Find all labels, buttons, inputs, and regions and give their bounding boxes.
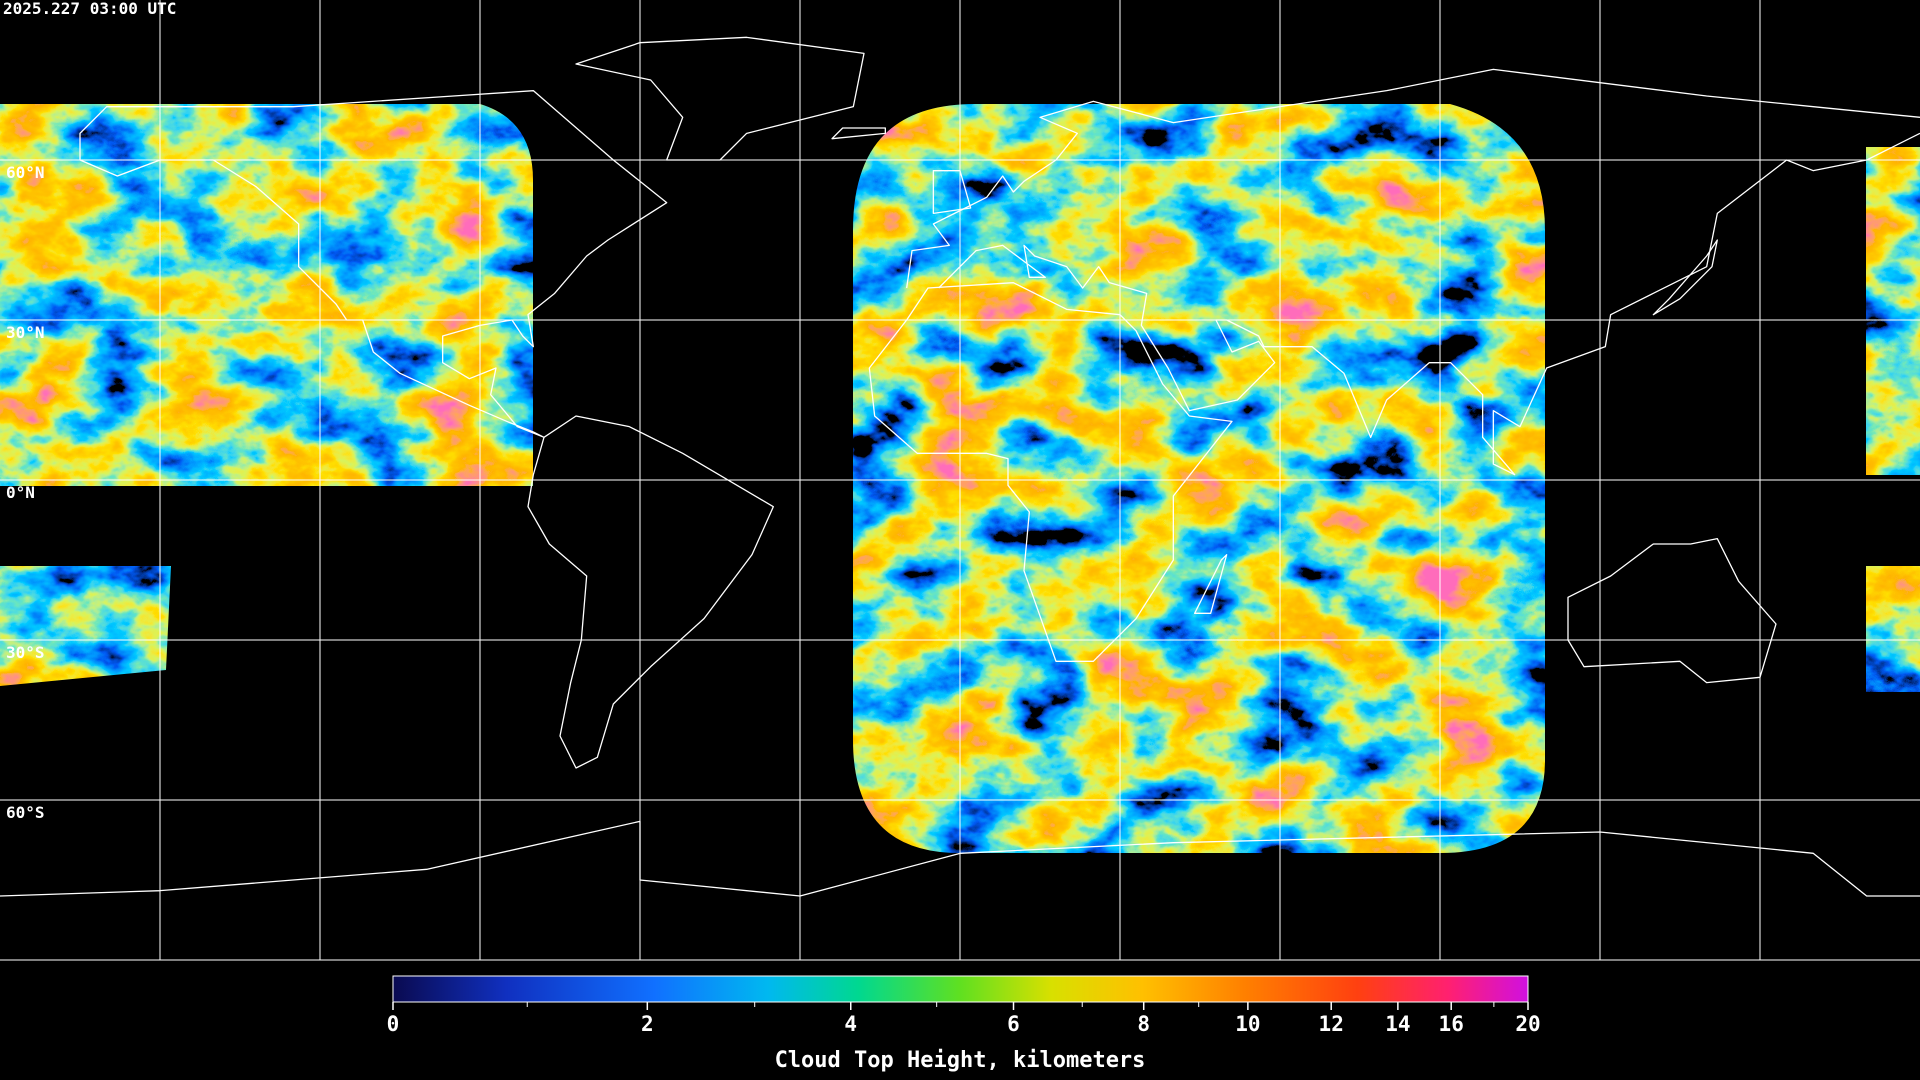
colorbar-tick-label: 0 [387, 1012, 400, 1036]
colorbar-tick-label: 20 [1515, 1012, 1540, 1036]
latitude-label: 0°N [6, 483, 35, 502]
graticule [0, 0, 1920, 961]
colorbar-tick-label: 10 [1235, 1012, 1260, 1036]
colorbar-tick-label: 6 [1007, 1012, 1020, 1036]
latitude-label: 60°N [6, 163, 45, 182]
colorbar-tick-label: 8 [1137, 1012, 1150, 1036]
colorbar-tick-label: 16 [1439, 1012, 1464, 1036]
colorbar-tick-label: 4 [844, 1012, 857, 1036]
latitude-label: 60°S [6, 803, 45, 822]
latitude-label: 30°N [6, 323, 45, 342]
latitude-label: 30°S [6, 643, 45, 662]
colorbar-tick-label: 2 [641, 1012, 654, 1036]
colorbar-tick-label: 14 [1385, 1012, 1410, 1036]
labels: 2025.227 03:00 UTC 60°N 30°N 0°N 30°S 60°S [3, 0, 176, 822]
colorbar-tick-label: 12 [1319, 1012, 1344, 1036]
colorbar: Cloud Top Height, kilometers 0 2 4 6 8 10 12 14… [387, 975, 1541, 1073]
colorbar-title: Cloud Top Height, kilometers [775, 1048, 1146, 1073]
timestamp: 2025.227 03:00 UTC [3, 0, 176, 18]
colorbar-ramp [392, 975, 1529, 1003]
